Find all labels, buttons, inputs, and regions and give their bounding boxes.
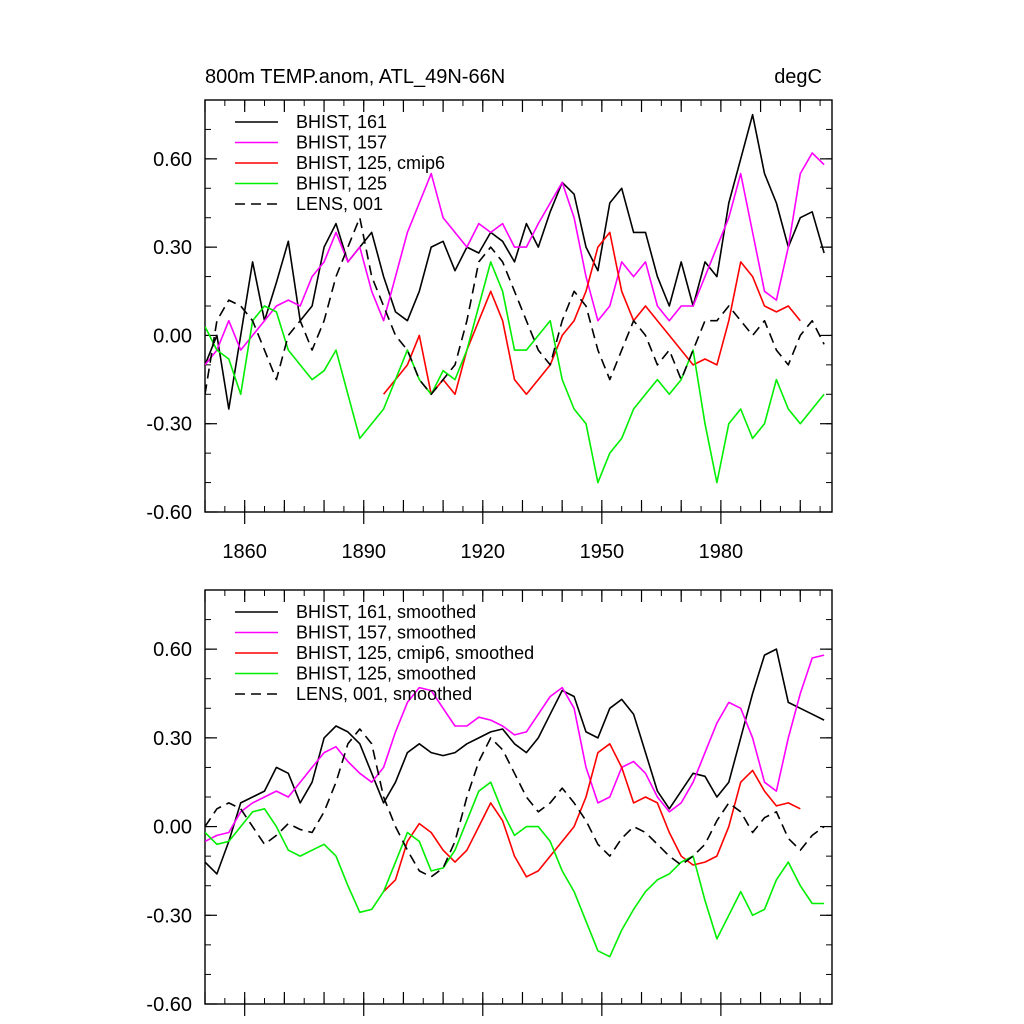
legend-label-3: BHIST, 125	[296, 174, 387, 194]
legend-label-2: BHIST, 125, cmip6, smoothed	[296, 643, 534, 663]
x-tick-label: 1890	[341, 541, 386, 563]
legend-label-2: BHIST, 125, cmip6	[296, 153, 445, 173]
series-line-3	[205, 781, 825, 958]
y-tick-label: 0.00	[153, 817, 192, 839]
legend-label-0: BHIST, 161, smoothed	[296, 602, 476, 622]
y-tick-label: 0.30	[153, 237, 192, 259]
y-tick-label: 0.00	[153, 325, 192, 347]
y-tick-label: -0.60	[146, 502, 192, 524]
top-panel-plot: 800m TEMP.anom, ATL_49N-66N degC -0.60 -0…	[146, 66, 833, 563]
legend-label-4: LENS, 001, smoothed	[296, 684, 472, 704]
x-tick-label: 1920	[461, 541, 506, 563]
top-panel-title: 800m TEMP.anom, ATL_49N-66N	[205, 66, 505, 88]
series-line-1	[205, 152, 825, 366]
series-line-4	[205, 728, 825, 878]
series-line-4	[205, 216, 825, 396]
series-line-2	[382, 231, 801, 396]
legend-label-0: BHIST, 161	[296, 112, 387, 132]
x-tick-label: 1860	[222, 541, 267, 563]
y-tick-label: -0.30	[146, 414, 192, 436]
legend-label-3: BHIST, 125, smoothed	[296, 664, 476, 684]
series-line-0	[205, 648, 825, 875]
series-line-3	[205, 261, 825, 484]
series-line-1	[205, 654, 825, 843]
bottom-panel-plot: -0.60 -0.30 0.00 0.30 0.60 BHIST, 161, smooth…	[146, 589, 833, 1016]
y-tick-label: 0.60	[153, 149, 192, 171]
y-tick-label: 0.30	[153, 728, 192, 750]
legend-label-1: BHIST, 157, smoothed	[296, 623, 476, 643]
series-line-2	[383, 742, 801, 893]
legend-label-1: BHIST, 157	[296, 133, 387, 153]
y-tick-label: 0.60	[153, 639, 192, 661]
x-tick-label: 1950	[580, 541, 625, 563]
x-tick-label: 1980	[699, 541, 744, 563]
y-tick-label: -0.30	[146, 905, 192, 927]
y-tick-label: -0.60	[146, 994, 192, 1016]
series-line-0	[205, 113, 825, 410]
legend-label-4: LENS, 001	[296, 194, 383, 214]
top-panel-units: degC	[774, 66, 822, 88]
